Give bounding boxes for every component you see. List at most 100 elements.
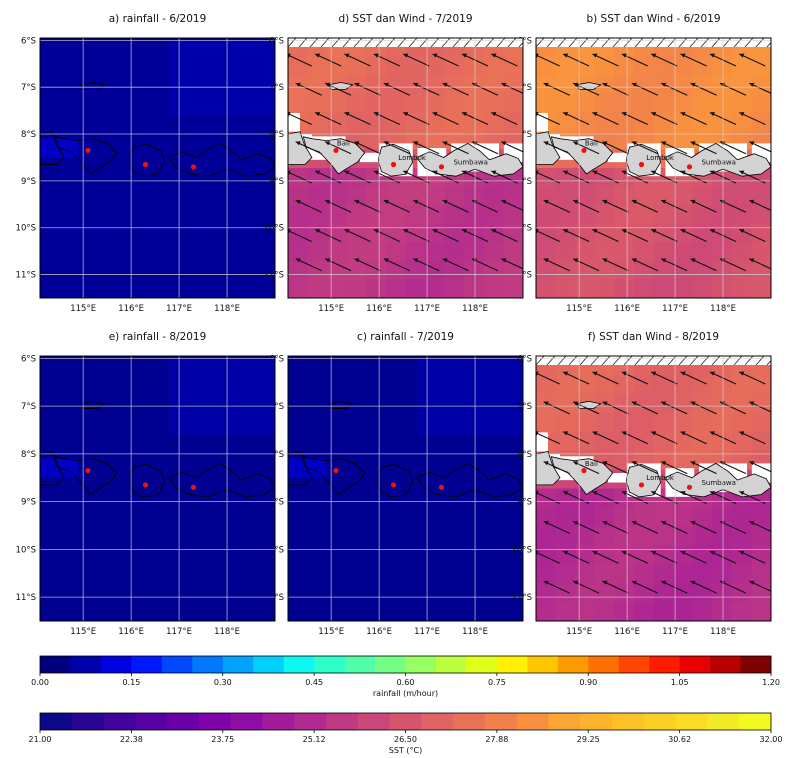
hatch-line	[557, 356, 567, 366]
sst-cell	[731, 56, 753, 76]
sst-cell	[503, 93, 523, 113]
sst-cell	[555, 545, 576, 565]
wind-arrow	[572, 520, 600, 534]
station-marker	[142, 482, 149, 488]
sst-cell	[594, 186, 615, 206]
sst-cell	[555, 112, 576, 132]
sst-cell	[751, 260, 771, 281]
island-outline	[167, 142, 275, 177]
wind-arrowhead	[690, 82, 696, 87]
wind-arrowhead	[749, 258, 755, 263]
panel-frame	[287, 37, 524, 299]
sst-cell	[712, 602, 733, 621]
station-marker	[686, 164, 693, 170]
colorbar-segment	[739, 713, 772, 730]
sst-cell	[594, 602, 615, 621]
wind-arrow	[650, 112, 678, 125]
hatch-line	[430, 38, 440, 48]
hatch-line	[546, 356, 556, 366]
wind-arrow	[491, 53, 518, 67]
x-tick-label: 116°E	[366, 304, 392, 314]
hatch-line	[656, 356, 666, 366]
hatch-line	[353, 38, 363, 48]
wind-arrow	[719, 461, 747, 475]
wind-arrow	[650, 550, 678, 564]
wind-arrow	[543, 461, 570, 475]
sst-cell	[405, 93, 426, 113]
hatch-line	[744, 356, 754, 366]
wind-arrow	[660, 461, 688, 475]
colorbar-segment	[40, 713, 73, 730]
wind-arrow	[690, 461, 717, 475]
sst-cell	[673, 186, 694, 206]
wind-arrowhead	[680, 53, 686, 58]
wind-arrow	[373, 112, 401, 125]
sst-cell	[464, 279, 485, 298]
hatch-line	[518, 41, 523, 48]
sst-cell	[307, 260, 328, 281]
wind-arrowhead	[461, 229, 467, 234]
sst-cell	[751, 393, 771, 414]
sst-cell	[327, 168, 348, 188]
wind-arrow	[572, 258, 600, 272]
x-tick-label: 115°E	[70, 627, 96, 637]
sst-cell	[425, 112, 446, 132]
sst-cell	[731, 545, 753, 565]
wind-arrowhead	[690, 199, 696, 204]
panel-title: a) rainfall - 6/2019	[109, 13, 207, 25]
sst-cell	[673, 93, 694, 113]
y-tick-label: 8°S	[21, 130, 36, 140]
wind-arrowhead	[573, 82, 579, 87]
hatch-line	[667, 38, 677, 48]
colorbar-segment	[649, 656, 681, 673]
wind-arrowhead	[325, 82, 331, 87]
x-tick-label: 116°E	[118, 627, 144, 637]
sst-cell	[444, 56, 465, 76]
y-tick-label: 11°S	[16, 271, 36, 281]
sst-cell	[555, 431, 576, 452]
sst-cell	[673, 450, 694, 471]
sst-cell	[575, 412, 596, 433]
wind-arrow	[383, 199, 411, 213]
wind-arrowhead	[719, 580, 725, 585]
x-tick-label: 116°E	[614, 304, 640, 314]
wind-arrow	[650, 229, 678, 242]
wind-arrow	[324, 258, 352, 272]
wind-arrowhead	[413, 82, 419, 87]
sst-cell	[575, 205, 596, 225]
hatch-line	[342, 38, 352, 48]
sst-cell	[731, 75, 753, 95]
wind-arrowhead	[288, 53, 291, 58]
sst-cell	[692, 205, 713, 225]
sst-cell	[712, 205, 733, 225]
sst-cell	[614, 393, 635, 414]
sst-cell	[712, 488, 733, 509]
wind-arrowhead	[631, 580, 637, 585]
sst-cell	[751, 564, 771, 584]
sst-cell	[653, 205, 674, 225]
sst-cell	[288, 93, 309, 113]
panel-0: a) rainfall - 6/2019 115°E 116°E 117°E 118°E…	[16, 13, 276, 314]
hatch-line	[766, 359, 771, 366]
sst-cell	[503, 112, 523, 132]
wind-arrowhead	[651, 112, 657, 117]
sst-cell	[327, 93, 348, 113]
wind-arrowhead	[621, 112, 627, 117]
sst-cell	[288, 260, 309, 281]
y-tick-label: 9°S	[21, 498, 36, 508]
hatch-line	[536, 38, 545, 48]
wind-arrow	[572, 141, 600, 155]
sst-cell	[633, 242, 655, 262]
sst-cell	[425, 186, 446, 206]
wind-arrowhead	[543, 82, 549, 87]
sst-cell	[731, 279, 753, 298]
wind-arrowhead	[651, 53, 657, 58]
wind-arrow	[373, 229, 401, 242]
sst-cell	[594, 545, 615, 565]
x-tick-label: 117°E	[166, 304, 192, 314]
wind-arrow	[650, 53, 678, 67]
wind-arrowhead	[442, 199, 448, 204]
wind-arrow	[602, 461, 629, 475]
colorbar-segment	[389, 713, 422, 730]
colorbar-tick-label: 29.25	[577, 735, 600, 744]
